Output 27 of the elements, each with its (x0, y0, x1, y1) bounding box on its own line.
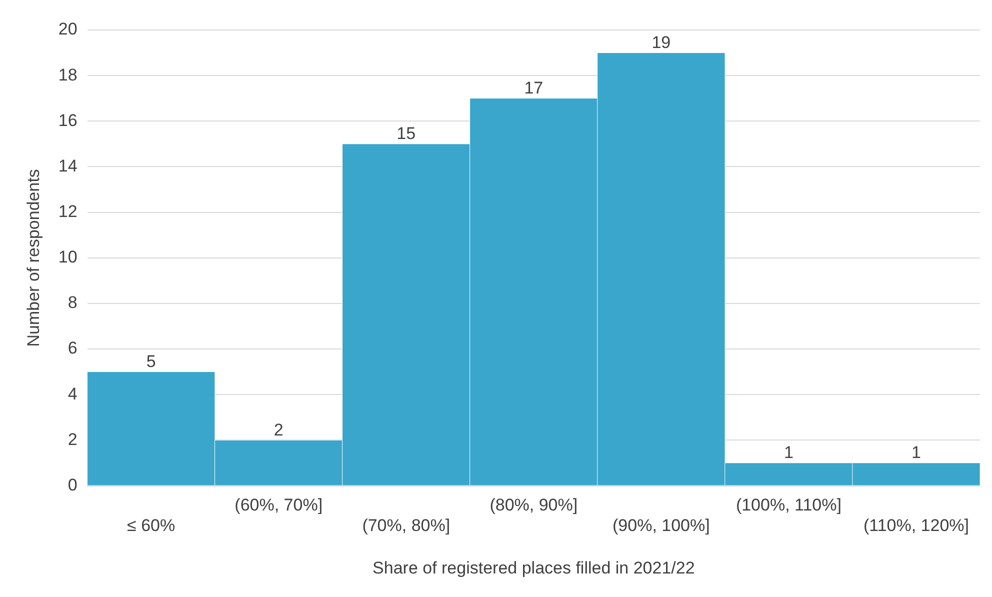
y-tick-label: 2 (68, 430, 78, 449)
x-axis-title: Share of registered places filled in 2021/22 (372, 558, 695, 578)
y-tick-label: 18 (58, 65, 78, 84)
y-tick-label: 20 (58, 20, 78, 39)
y-axis-title: Number of respondents (24, 169, 43, 347)
y-tick-label: 0 (68, 475, 78, 494)
y-tick-label: 16 (58, 110, 78, 130)
y-tick-label: 6 (68, 338, 78, 358)
x-tick-label: (100%, 110%] (736, 496, 842, 515)
data-label: 1 (784, 443, 794, 462)
x-tick-label: (60%, 70%] (234, 496, 323, 515)
y-tick-label: 10 (58, 248, 78, 267)
data-label: 1 (912, 443, 921, 462)
y-tick-label: 8 (68, 293, 78, 312)
x-tick-label: ≤ 60% (127, 516, 176, 536)
data-label: 5 (146, 352, 156, 372)
x-tick-label: (110%, 120%] (863, 516, 969, 536)
y-tick-label: 4 (68, 384, 78, 404)
data-label: 17 (524, 78, 544, 98)
data-label: 19 (652, 32, 671, 52)
data-label: 15 (396, 124, 416, 144)
x-tick-label: (70%, 80%] (362, 516, 450, 536)
y-tick-label: 14 (58, 156, 78, 176)
data-label: 2 (274, 420, 284, 440)
x-tick-label: (90%, 100%] (612, 516, 710, 536)
x-tick-label: (80%, 90%] (490, 496, 578, 515)
y-tick-label: 12 (58, 202, 78, 222)
